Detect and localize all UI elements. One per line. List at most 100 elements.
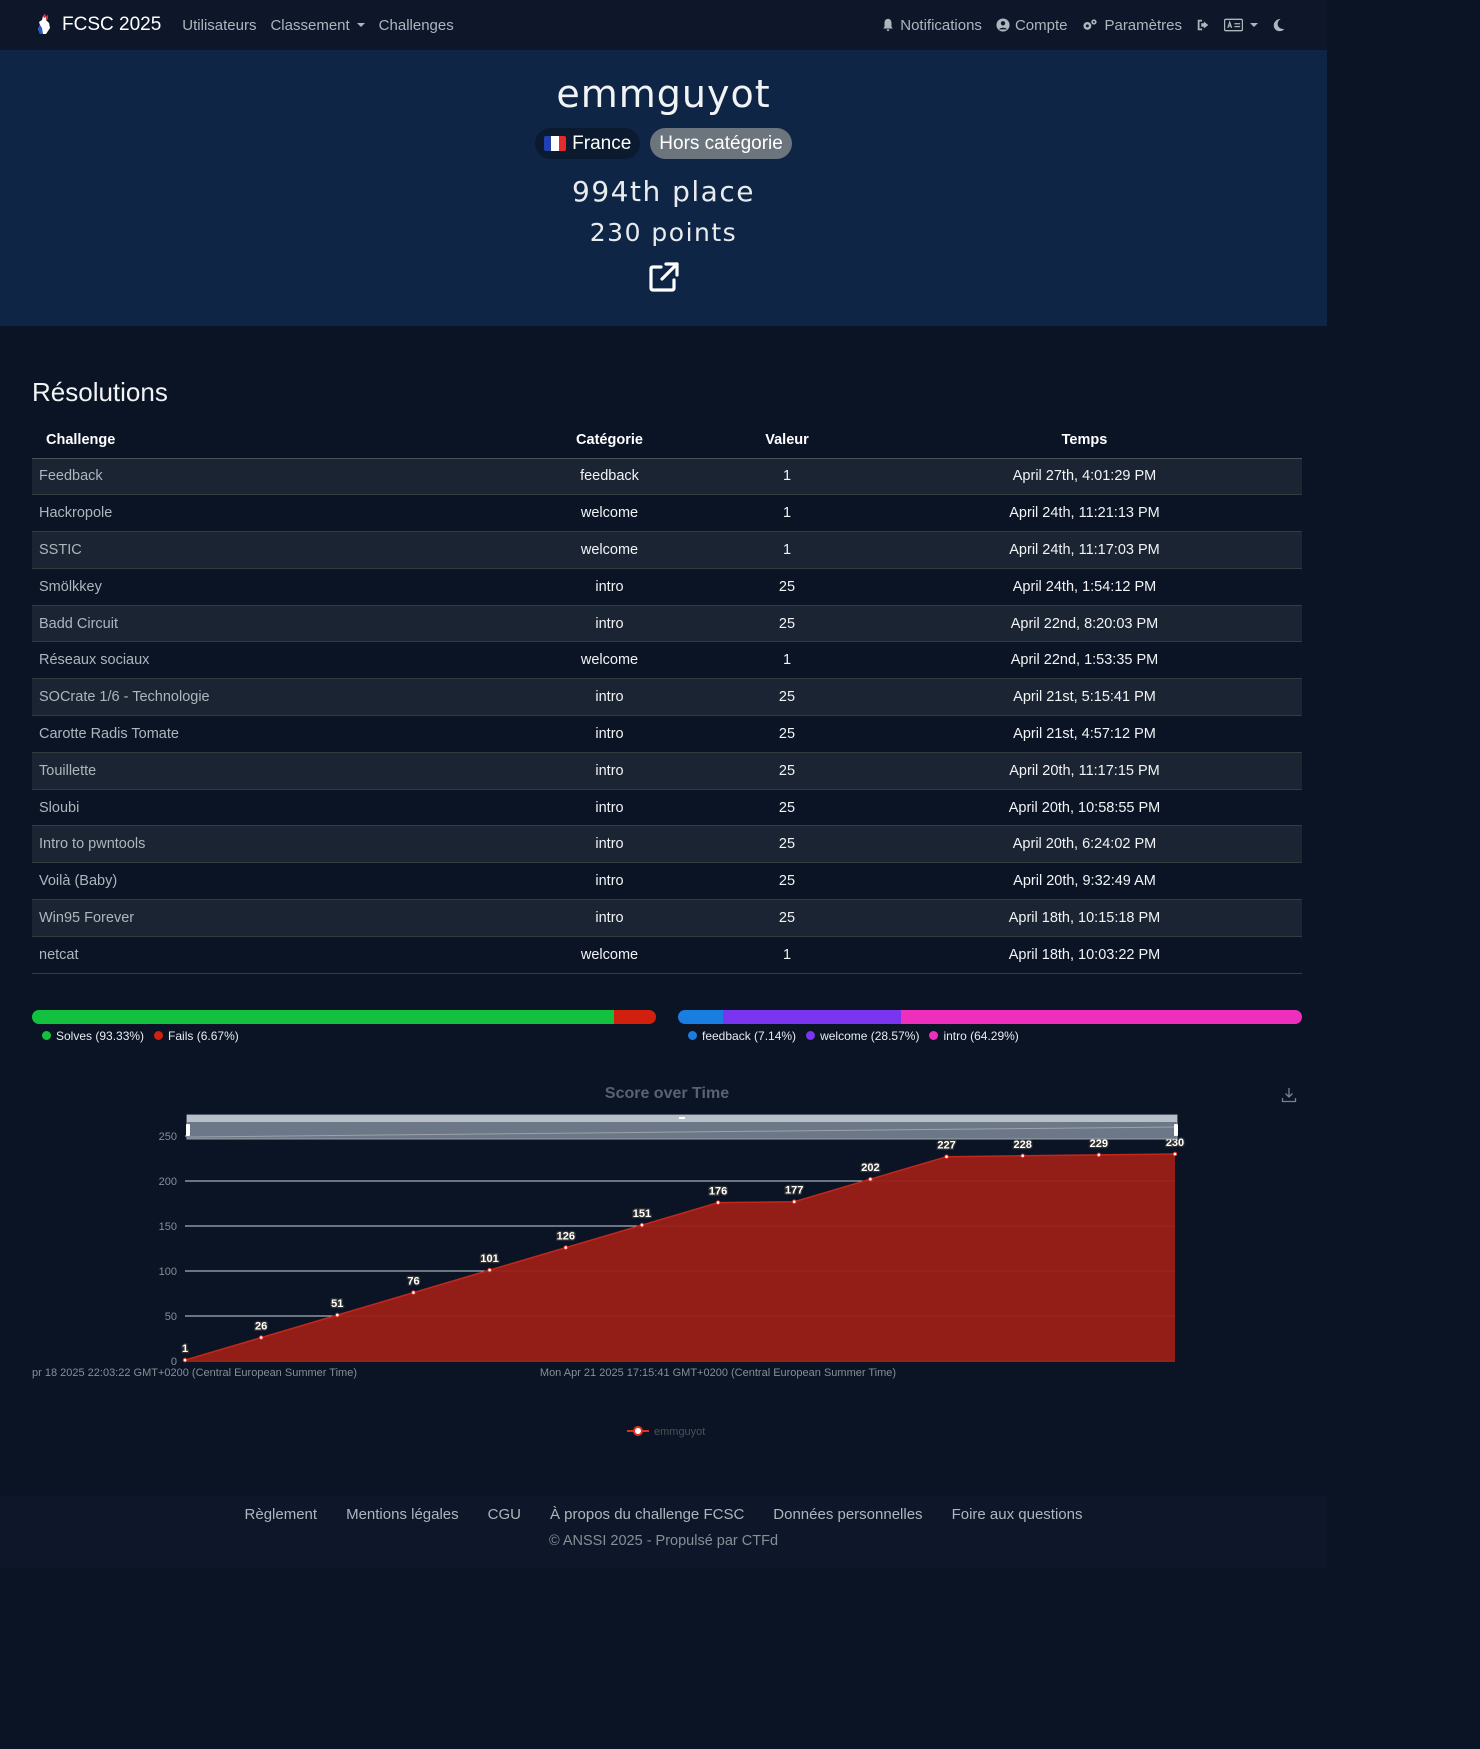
table-row: Intro to pwntools intro 25 April 20th, 6:24… [32, 825, 1302, 864]
time-cell: April 24th, 11:21:13 PM [867, 494, 1302, 533]
time-cell: April 22nd, 8:20:03 PM [867, 605, 1302, 643]
challenge-link[interactable]: Touillette [32, 752, 512, 790]
nav-settings[interactable]: Paramètres [1081, 17, 1182, 34]
data-point[interactable] [411, 1289, 416, 1295]
nav-right: Notifications Compte Paramètres [874, 17, 1293, 34]
challenge-link[interactable]: Voilà (Baby) [32, 862, 512, 901]
nav-users[interactable]: Utilisateurs [182, 16, 257, 34]
data-point[interactable] [1096, 1152, 1102, 1157]
footer-link[interactable]: Règlement [244, 1506, 318, 1523]
data-point[interactable] [487, 1267, 492, 1273]
footer-link[interactable]: Données personnelles [773, 1506, 923, 1523]
nav-challenges[interactable]: Challenges [378, 16, 454, 34]
header-value: Valeur [707, 422, 867, 459]
data-point[interactable] [182, 1357, 188, 1363]
data-point[interactable] [563, 1244, 569, 1250]
user-badges: France Hors catégorie [0, 128, 1327, 159]
category-cell: intro [512, 825, 707, 864]
user-place: 994th place [572, 175, 755, 208]
download-icon[interactable] [1281, 1087, 1297, 1103]
zoom-handle-right[interactable] [1174, 1123, 1178, 1136]
challenge-link[interactable]: Hackropole [32, 494, 512, 533]
category-cell: intro [512, 678, 707, 717]
data-point[interactable] [1172, 1151, 1178, 1156]
footer-link[interactable]: Mentions légales [346, 1506, 459, 1523]
data-point[interactable] [258, 1334, 264, 1340]
data-label: 229 [1090, 1138, 1108, 1150]
category-legend-label: intro (64.29%) [943, 1028, 1019, 1043]
category-cell: intro [512, 715, 707, 753]
brand-title: FCSC 2025 [62, 14, 162, 35]
data-point[interactable] [791, 1199, 797, 1204]
nav-account[interactable]: Compte [996, 17, 1067, 34]
legend-marker-icon [633, 1425, 643, 1436]
header-time: Temps [867, 422, 1302, 459]
category-cell: intro [512, 899, 707, 937]
time-cell: April 20th, 6:24:02 PM [867, 825, 1302, 864]
category-legend-item[interactable]: feedback (7.14%) [688, 1029, 796, 1043]
footer-link[interactable]: À propos du challenge FCSC [550, 1506, 745, 1523]
solve-ratio-legend-label: Solves (93.33%) [56, 1028, 145, 1043]
challenge-link[interactable]: Réseaux sociaux [32, 641, 512, 680]
legend-dot-icon [154, 1031, 164, 1041]
x-tick-label: Mon Apr 21 2025 17:15:41 GMT+0200 (Centr… [540, 1367, 896, 1379]
rooster-logo-icon [38, 14, 50, 34]
data-point[interactable] [1020, 1153, 1025, 1158]
table-header-row: Challenge Catégorie Valeur Temps [32, 422, 1302, 459]
value-cell: 1 [707, 936, 867, 974]
category-legend-item[interactable]: welcome (28.57%) [806, 1029, 919, 1043]
zoom-slider-preview [187, 1126, 1177, 1138]
challenge-link[interactable]: SOCrate 1/6 - Technologie [32, 678, 512, 717]
challenge-link[interactable]: netcat [32, 936, 512, 974]
theme-toggle-button[interactable] [1272, 18, 1286, 32]
category-cell: welcome [512, 936, 707, 974]
challenge-link[interactable]: Smölkkey [32, 568, 512, 606]
solve-ratio-legend-label: Fails (6.67%) [168, 1028, 239, 1043]
challenge-link[interactable]: Intro to pwntools [32, 825, 512, 864]
zoom-handle-left[interactable] [186, 1123, 190, 1136]
footer-links: Règlement Mentions légales CGU À propos du … [0, 1496, 1327, 1523]
data-point[interactable] [715, 1199, 721, 1205]
bell-icon [883, 18, 894, 32]
nav-settings-label: Paramètres [1104, 16, 1182, 34]
data-label: 176 [709, 1185, 727, 1197]
nav-ranking-label: Classement [270, 16, 350, 34]
challenge-link[interactable]: Win95 Forever [32, 899, 512, 937]
category-breakdown-bar [678, 1009, 1302, 1024]
logout-button[interactable] [1196, 18, 1210, 32]
zoom-grip-icon[interactable] [679, 1116, 685, 1119]
category-legend-item[interactable]: intro (64.29%) [929, 1028, 1019, 1043]
data-point[interactable] [639, 1222, 645, 1228]
country-badge: France [535, 128, 641, 159]
solve-ratio-legend-item[interactable]: Fails (6.67%) [154, 1029, 239, 1043]
value-cell: 25 [707, 752, 867, 790]
y-tick-label: 200 [159, 1176, 177, 1188]
value-cell: 25 [707, 715, 867, 753]
table-row: netcat welcome 1 April 18th, 10:03:22 PM [32, 936, 1302, 974]
category-cell: intro [512, 862, 707, 901]
challenge-link[interactable]: Sloubi [32, 789, 512, 827]
footer-link[interactable]: Foire aux questions [951, 1506, 1083, 1523]
nav-notifications[interactable]: Notifications [881, 17, 982, 34]
solve-ratio-legend-item[interactable]: Solves (93.33%) [42, 1029, 144, 1043]
header-category: Catégorie [512, 422, 707, 459]
category-segment [678, 1009, 723, 1024]
challenge-link[interactable]: SSTIC [32, 531, 512, 569]
data-point[interactable] [335, 1312, 340, 1318]
challenge-link[interactable]: Badd Circuit [32, 605, 512, 643]
table-row: Feedback feedback 1 April 27th, 4:01:29 PM [32, 458, 1302, 496]
brand-link[interactable]: FCSC 2025 [34, 14, 161, 36]
external-link-icon[interactable] [648, 261, 680, 293]
challenge-link[interactable]: Feedback [32, 458, 512, 496]
data-point[interactable] [944, 1154, 949, 1159]
data-point[interactable] [868, 1176, 873, 1182]
table-row: Réseaux sociaux welcome 1 April 22nd, 1:53:… [32, 641, 1302, 680]
nav-ranking-dropdown[interactable]: Classement [270, 16, 365, 34]
table-row: Touillette intro 25 April 20th, 11:17:15 PM [32, 752, 1302, 790]
y-tick-label: 50 [165, 1311, 177, 1323]
footer-link[interactable]: CGU [487, 1506, 521, 1523]
language-dropdown[interactable] [1224, 18, 1258, 32]
challenge-link[interactable]: Carotte Radis Tomate [32, 715, 512, 753]
legend-series-label[interactable]: emmguyot [654, 1426, 705, 1438]
solve-ratio-segment [32, 1009, 615, 1024]
